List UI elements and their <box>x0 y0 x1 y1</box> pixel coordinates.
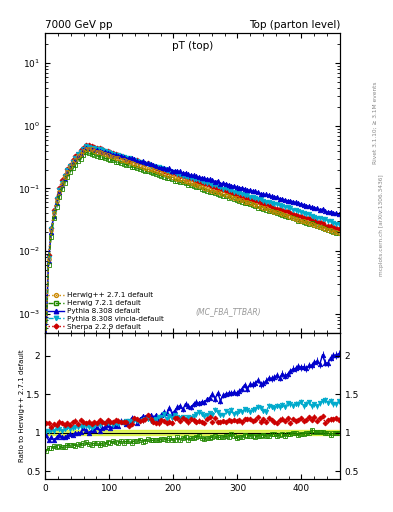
Y-axis label: Ratio to Herwig++ 2.7.1 default: Ratio to Herwig++ 2.7.1 default <box>18 349 25 462</box>
Text: (MC_FBA_TTBAR): (MC_FBA_TTBAR) <box>195 307 261 316</box>
Text: 7000 GeV pp: 7000 GeV pp <box>45 19 113 30</box>
Text: Top (parton level): Top (parton level) <box>248 19 340 30</box>
Text: Rivet 3.1.10; ≥ 3.1M events: Rivet 3.1.10; ≥ 3.1M events <box>373 81 378 164</box>
Text: pT (top): pT (top) <box>172 41 213 51</box>
Legend: Herwig++ 2.7.1 default, Herwig 7.2.1 default, Pythia 8.308 default, Pythia 8.308: Herwig++ 2.7.1 default, Herwig 7.2.1 def… <box>47 291 165 331</box>
Text: mcplots.cern.ch [arXiv:1306.3436]: mcplots.cern.ch [arXiv:1306.3436] <box>380 175 384 276</box>
